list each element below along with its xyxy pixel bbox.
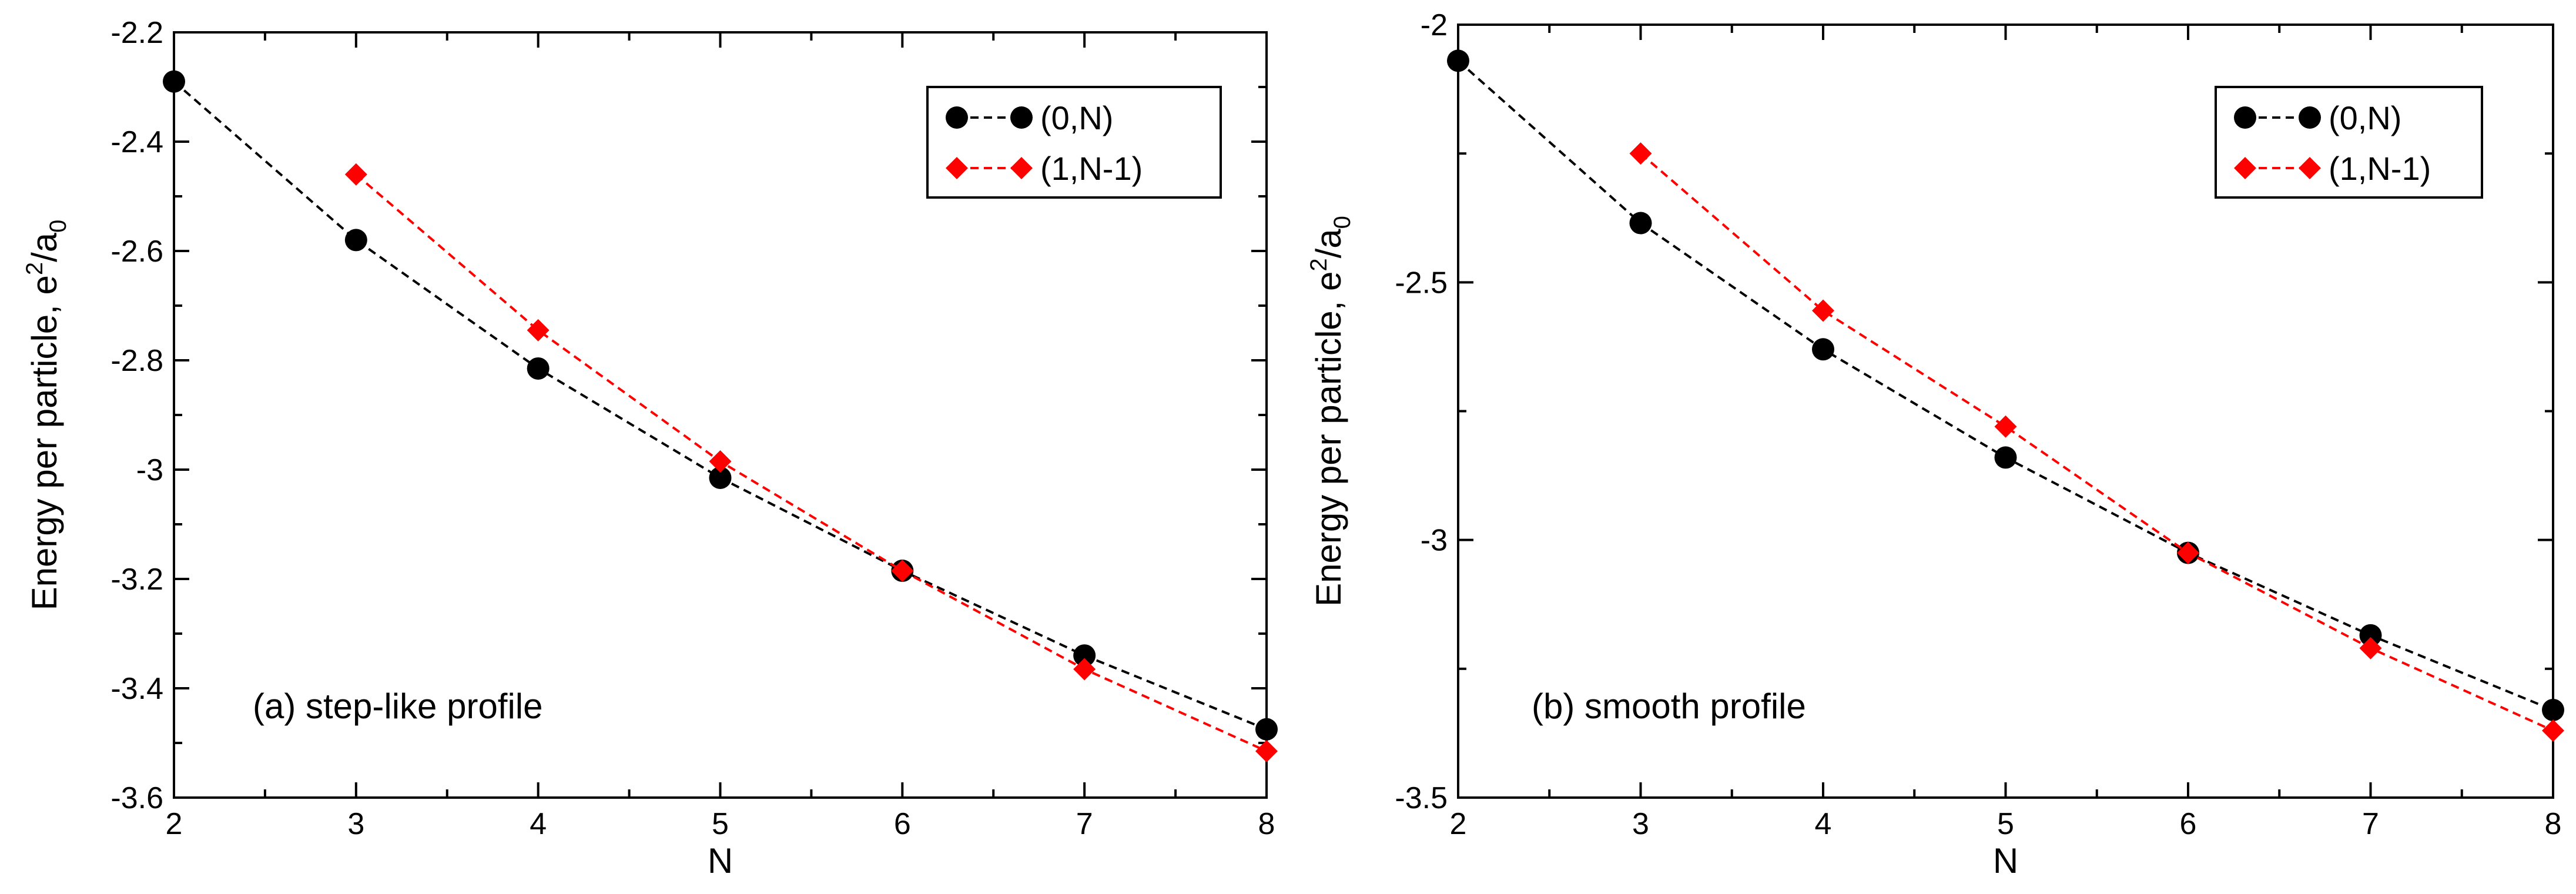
- y-tick-label: -3.2: [110, 562, 163, 597]
- legend-marker-diamond: [2299, 157, 2321, 179]
- data-point-circle: [2359, 624, 2382, 647]
- legend-box: [2215, 86, 2483, 199]
- legend-box: [926, 86, 1222, 199]
- y-axis-title: Energy per particle, e2/a0: [22, 220, 71, 611]
- data-point-diamond: [2359, 637, 2382, 659]
- legend-marker-circle: [946, 106, 968, 129]
- y-axis-title-superscript: 2: [1306, 258, 1332, 271]
- data-point-diamond: [2177, 541, 2199, 564]
- data-point-diamond: [2542, 719, 2564, 742]
- x-tick-label: 8: [2545, 807, 2562, 841]
- y-axis-title-main: Energy per particle, e: [25, 275, 64, 610]
- data-point-diamond: [344, 163, 367, 186]
- y-tick-label: -2: [1421, 8, 1448, 42]
- legend-marker-circle: [1010, 106, 1033, 129]
- data-point-diamond: [891, 560, 914, 582]
- x-tick-label: 7: [2362, 807, 2379, 841]
- data-point-diamond: [1629, 142, 1652, 165]
- data-point-circle: [1447, 49, 1469, 72]
- data-point-diamond: [1255, 739, 1278, 762]
- panel-a: 2 3 4 5 6 7 8 -3.6 -3.4 -3.2 -3 -2.8 -2.6 -2.4 -2.2 N En…: [22, 16, 1278, 880]
- data-point-circle: [344, 229, 367, 252]
- x-tick-label: 2: [1450, 807, 1467, 841]
- data-point-circle: [1629, 212, 1652, 235]
- panel-annotation: (b) smooth profile: [1532, 687, 1806, 726]
- x-axis-title: N: [1993, 841, 2018, 880]
- panel-annotation: (a) step-like profile: [253, 687, 543, 726]
- y-tick-label: -2.8: [110, 344, 163, 378]
- legend-marker-diamond: [1010, 157, 1033, 179]
- legend-label: (1,N-1): [2329, 150, 2431, 187]
- x-tick-label: 4: [1815, 807, 1832, 841]
- legend-marker-circle: [2299, 106, 2321, 129]
- y-tick-label: -3: [1421, 524, 1448, 558]
- y-tick-label: -3.6: [110, 781, 163, 815]
- y-axis-title-mid: /a: [1309, 229, 1348, 259]
- data-point-circle: [1812, 338, 1834, 361]
- y-axis-title-mid: /a: [25, 232, 64, 262]
- y-axis-title-superscript: 2: [22, 262, 48, 275]
- x-axis-title: N: [708, 841, 733, 880]
- x-tick-label: 6: [2180, 807, 2197, 841]
- data-point-circle: [1255, 718, 1278, 741]
- x-tick-label: 2: [166, 807, 183, 841]
- x-tick-label: 4: [530, 807, 547, 841]
- data-point-circle: [1994, 446, 2017, 469]
- data-point-diamond: [527, 319, 550, 341]
- y-axis-title-main: Energy per particle, e: [1309, 272, 1348, 607]
- data-point-diamond: [1994, 415, 2017, 438]
- y-axis-title-subscript: 0: [45, 220, 71, 233]
- y-tick-label: -3.4: [110, 672, 163, 706]
- data-point-diamond: [1812, 299, 1834, 322]
- series-line-1: [355, 173, 1267, 752]
- data-point-circle: [527, 357, 550, 380]
- data-point-circle: [709, 466, 732, 489]
- y-tick-label: -2.6: [110, 235, 163, 269]
- x-tick-label: 8: [1258, 807, 1275, 841]
- x-tick-label: 5: [1997, 807, 2014, 841]
- y-axis-title-subscript: 0: [1329, 216, 1355, 229]
- x-tick-label: 5: [712, 807, 729, 841]
- y-tick-label: -2.2: [110, 16, 163, 50]
- series-line-1: [1640, 152, 2554, 732]
- x-tick-label: 6: [894, 807, 911, 841]
- x-tick-label: 3: [347, 807, 364, 841]
- legend-marker-circle: [2234, 106, 2256, 129]
- y-tick-label: -2.4: [110, 125, 163, 159]
- legend-label: (0,N): [2329, 99, 2401, 136]
- data-point-circle: [1073, 644, 1096, 667]
- y-axis-title: Energy per particle, e2/a0: [1306, 216, 1355, 607]
- legend-marker-diamond: [2234, 157, 2256, 179]
- y-tick-label: -3: [136, 453, 163, 487]
- x-tick-label: 7: [1076, 807, 1093, 841]
- y-tick-label: -3.5: [1395, 781, 1448, 815]
- data-point-circle: [163, 70, 185, 93]
- legend-marker-diamond: [946, 157, 968, 179]
- y-tick-label: -2.5: [1395, 266, 1448, 300]
- data-point-circle: [2542, 698, 2564, 721]
- data-point-diamond: [1073, 658, 1096, 681]
- panel-b: 2 3 4 5 6 7 8 -3.5 -3 -2.5 -2 N Energy per particle,…: [1306, 8, 2564, 880]
- data-point-diamond: [709, 450, 732, 473]
- legend-label: (0,N): [1040, 99, 1113, 136]
- legend-label: (1,N-1): [1040, 150, 1143, 187]
- x-tick-label: 3: [1632, 807, 1649, 841]
